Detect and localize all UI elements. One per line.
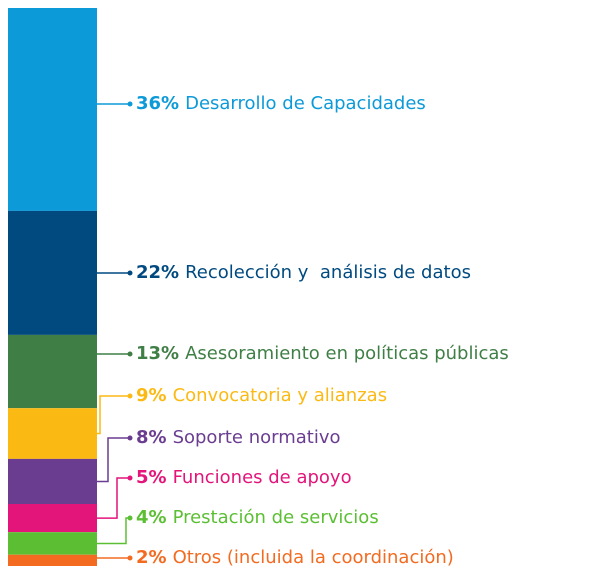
value-label: 5% <box>136 467 167 488</box>
bar-segment <box>8 532 97 555</box>
bar-segment <box>8 458 97 504</box>
bar-segment <box>8 408 97 459</box>
leader-line <box>97 437 130 483</box>
value-label: 8% <box>136 427 167 448</box>
segment-label: 4% Prestación de servicios <box>136 507 379 528</box>
leader-dot <box>127 515 133 521</box>
segment-label: 5% Funciones de apoyo <box>136 467 352 488</box>
value-label: 13% <box>136 343 179 364</box>
leader-dot <box>127 351 133 357</box>
value-label: 2% <box>136 547 167 568</box>
segment-label: 8% Soporte normativo <box>136 427 341 448</box>
category-label: Asesoramiento en políticas públicas <box>185 343 509 364</box>
segment-label: 9% Convocatoria y alianzas <box>136 385 387 406</box>
value-label: 36% <box>136 93 179 114</box>
bar-segment <box>8 8 97 211</box>
segment-label: 13% Asesoramiento en políticas públicas <box>136 343 509 364</box>
segment-label: 2% Otros (incluida la coordinación) <box>136 547 454 568</box>
bar-segment <box>8 334 97 409</box>
leader-line <box>97 477 130 519</box>
category-label: Otros (incluida la coordinación) <box>173 547 454 568</box>
category-label: Convocatoria y alianzas <box>173 385 388 406</box>
leader-dot <box>127 555 133 561</box>
value-label: 22% <box>136 262 179 283</box>
category-label: Desarrollo de Capacidades <box>185 93 426 114</box>
leader-dot <box>127 475 133 481</box>
leader-line <box>97 517 130 545</box>
segment-label: 36% Desarrollo de Capacidades <box>136 93 426 114</box>
value-label: 4% <box>136 507 167 528</box>
category-label: Soporte normativo <box>173 427 341 448</box>
bar-segment <box>8 504 97 533</box>
leader-dot <box>127 270 133 276</box>
leader-dot <box>127 435 133 441</box>
bar-segment <box>8 554 97 566</box>
leader-line <box>97 395 130 435</box>
segment-label: 22% Recolección y análisis de datos <box>136 262 471 283</box>
category-label: Prestación de servicios <box>173 507 379 528</box>
leader-dot <box>127 393 133 399</box>
value-label: 9% <box>136 385 167 406</box>
bar-segment <box>8 210 97 335</box>
leader-dot <box>127 101 133 107</box>
category-label: Funciones de apoyo <box>173 467 352 488</box>
category-label: Recolección y análisis de datos <box>185 262 471 283</box>
